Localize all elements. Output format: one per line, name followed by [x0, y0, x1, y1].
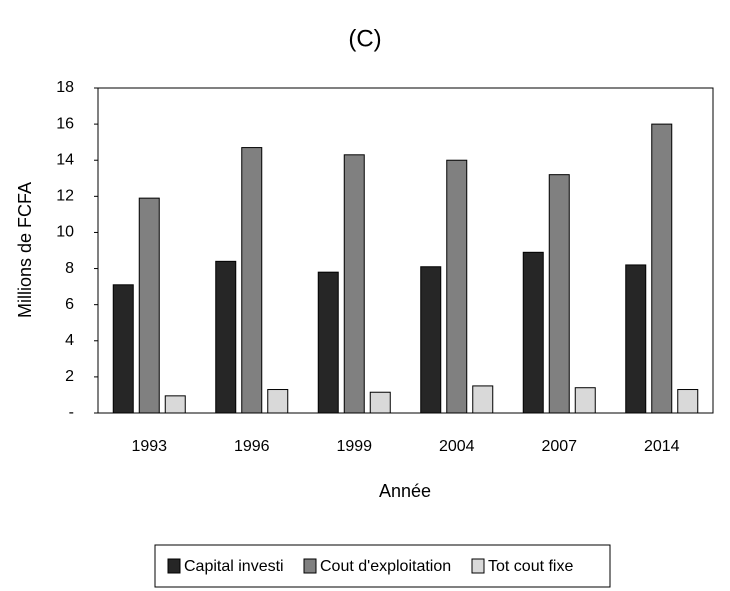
plot-frame	[97, 87, 714, 414]
y-tick-label: 6	[65, 296, 74, 313]
legend-label: Tot cout fixe	[488, 558, 573, 575]
x-tick-label: 1996	[234, 438, 270, 455]
x-axis-label: Année	[379, 481, 431, 501]
bar	[317, 271, 339, 414]
bar	[267, 389, 289, 414]
bar	[446, 159, 468, 414]
y-axis-label: Millions de FCFA	[15, 182, 35, 318]
bar	[241, 147, 263, 414]
bar	[574, 387, 596, 414]
y-tick-label: -	[69, 404, 74, 421]
bar	[651, 123, 673, 414]
bar	[420, 266, 442, 414]
x-tick-label: 1993	[131, 438, 167, 455]
legend-label: Cout d'exploitation	[320, 558, 451, 575]
x-tick-label: 2014	[644, 438, 680, 455]
bar	[369, 391, 391, 414]
x-tick-label: 2004	[439, 438, 475, 455]
y-tick-label: 8	[65, 260, 74, 277]
y-tick-label: 16	[56, 115, 74, 132]
legend-swatch	[303, 558, 317, 574]
bar	[472, 385, 494, 414]
y-tick-label: 14	[56, 151, 74, 168]
chart-title: (C)	[348, 25, 381, 52]
y-tick-label: 4	[65, 332, 74, 349]
bar	[625, 264, 647, 414]
bar	[548, 174, 570, 414]
bar	[164, 395, 186, 414]
x-tick-label: 2007	[541, 438, 577, 455]
legend-swatch	[167, 558, 181, 574]
y-tick-label: 2	[65, 368, 74, 385]
bar	[215, 260, 237, 414]
bar	[112, 284, 134, 414]
x-tick-label: 1999	[336, 438, 372, 455]
y-tick-label: 12	[56, 188, 74, 205]
bar	[522, 251, 544, 414]
bar	[343, 154, 365, 414]
bar	[677, 389, 699, 414]
y-tick-label: 18	[56, 79, 74, 96]
y-tick-label: 10	[56, 224, 74, 241]
legend-swatch	[471, 558, 485, 574]
bar	[138, 197, 160, 414]
legend-box	[154, 544, 611, 588]
legend-label: Capital investi	[184, 558, 284, 575]
